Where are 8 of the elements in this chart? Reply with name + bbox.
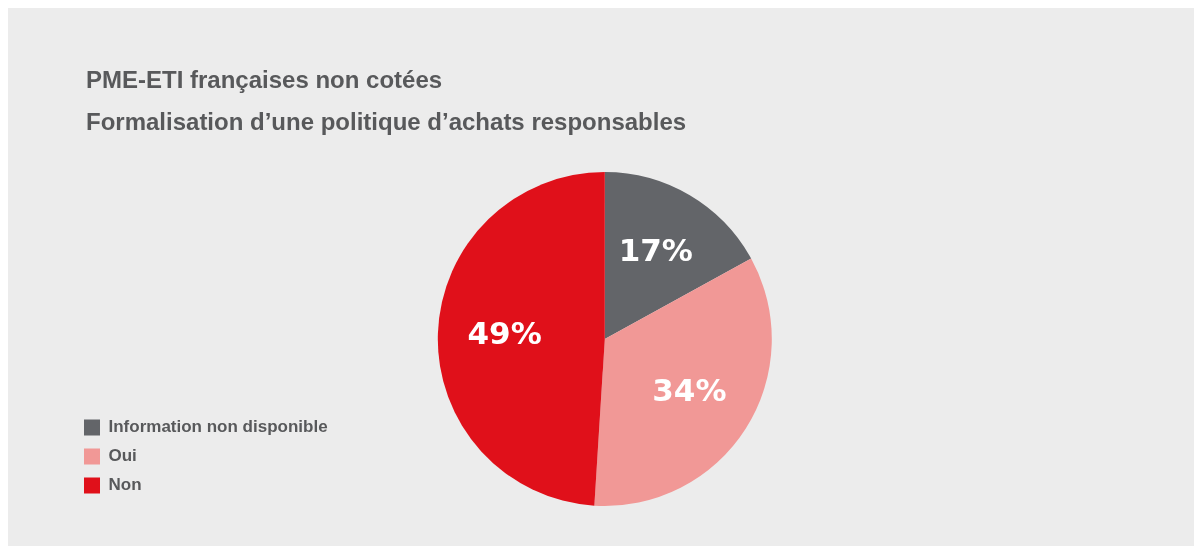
data-label: 49% xyxy=(467,314,542,351)
data-label: 34% xyxy=(652,371,727,408)
legend-label: Non xyxy=(108,475,142,495)
legend-label: Oui xyxy=(108,446,137,466)
chart-title: PME-ETI françaises non cotées xyxy=(86,66,443,94)
chart-subtitle: Formalisation d’une politique d’achats responsables xyxy=(86,108,687,136)
legend-label: Information non disponible xyxy=(108,417,328,437)
data-label: 17% xyxy=(618,231,693,268)
